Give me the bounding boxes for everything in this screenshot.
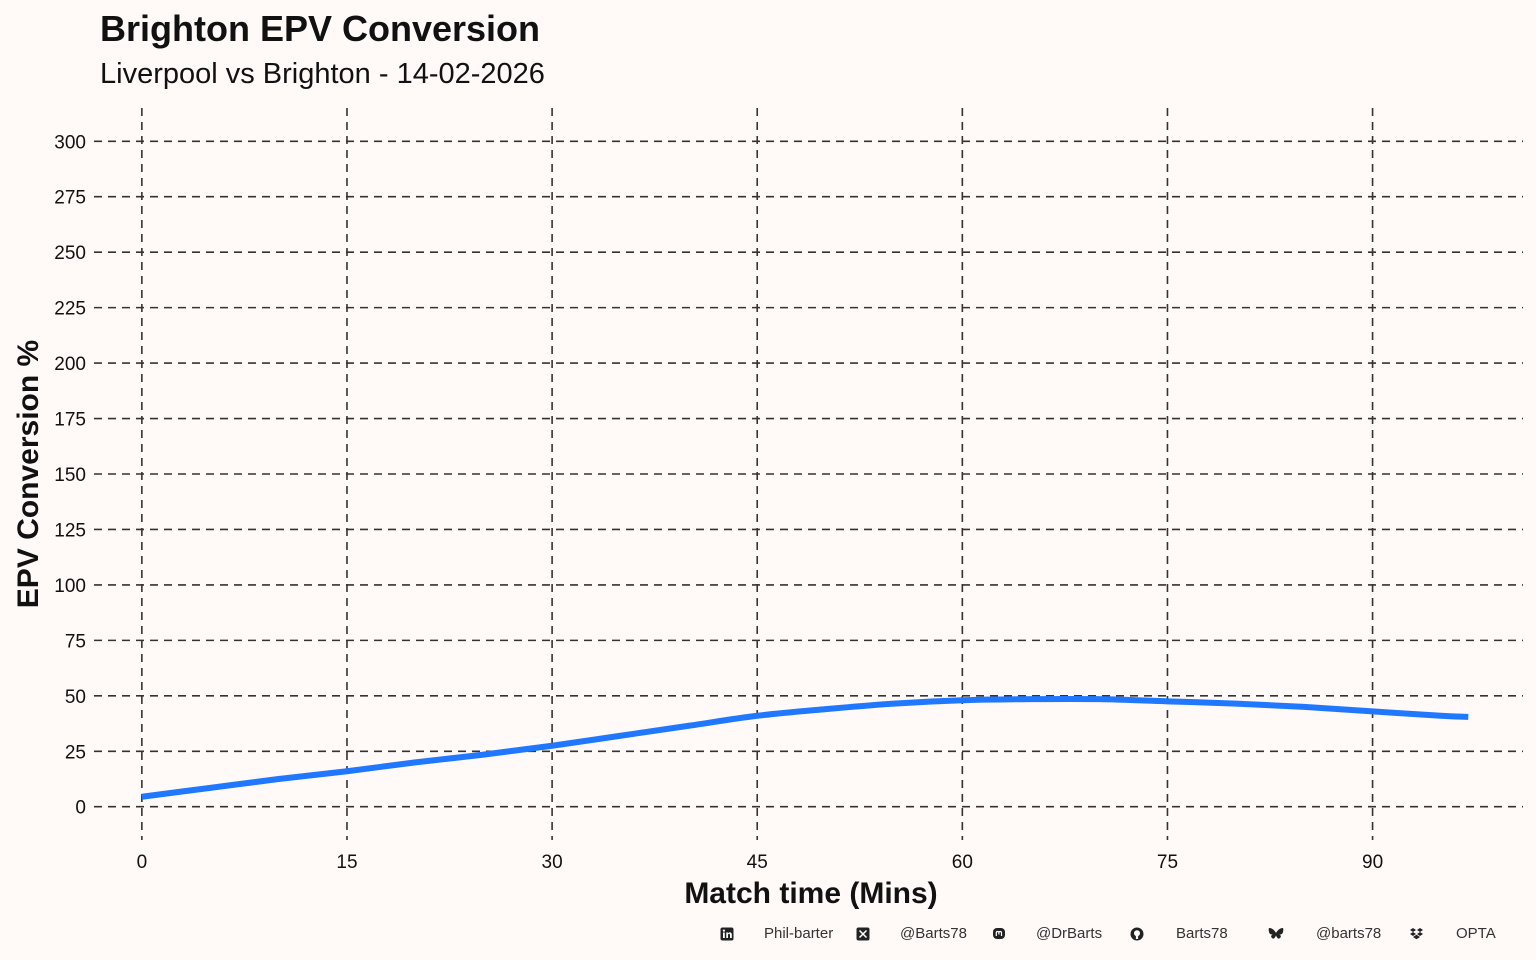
bluesky-icon [1268,927,1284,941]
y-tick-label: 50 [65,687,86,708]
x-tick-label: 75 [1157,852,1178,873]
bluesky-handle: @barts78 [1316,925,1382,942]
y-tick-label: 75 [65,631,86,652]
y-axis-ticks: 0 25 50 75 100 125 150 175 200 225 250 275 300 [54,132,86,818]
series-line [141,695,1469,800]
line-chart: 0 25 50 75 100 125 150 175 200 225 250 275 300 0 15 30… [12,108,1523,910]
y-tick-label: 125 [54,520,86,541]
dropbox-icon [1409,927,1423,941]
x-axis-title: Match time (Mins) [684,877,937,910]
y-tick-label: 100 [54,576,86,597]
y-tick-label: 225 [54,299,86,320]
grid-lines [94,108,1523,840]
chart-subtitle: Liverpool vs Brighton - 14-02-2026 [100,58,545,90]
linkedin-handle: Phil-barter [764,925,834,942]
y-tick-label: 175 [54,410,86,431]
y-tick-label: 200 [54,354,86,375]
y-tick-label: 250 [54,243,86,264]
y-tick-label: 150 [54,465,86,486]
series-layer [141,695,1469,800]
x-tick-label: 60 [952,852,973,873]
data-source: OPTA [1456,925,1496,942]
x-tick-label: 0 [137,852,148,873]
github-handle: Barts78 [1176,925,1228,942]
github-icon [1130,927,1144,941]
linkedin-icon [720,927,734,941]
x-tick-label: 15 [336,852,357,873]
x-tick-label: 30 [542,852,563,873]
y-axis-title: EPV Conversion % [12,340,45,608]
x-handle: @Barts78 [900,925,967,942]
y-tick-label: 0 [75,798,86,819]
x-tick-label: 90 [1362,852,1383,873]
y-tick-label: 275 [54,188,86,209]
x-axis-ticks: 0 15 30 45 60 75 90 [137,852,1384,873]
x-twitter-icon [856,927,870,941]
mastodon-icon [992,927,1006,941]
mastodon-handle: @DrBarts [1036,925,1103,942]
x-tick-label: 45 [747,852,768,873]
y-tick-label: 300 [54,132,86,153]
y-tick-label: 25 [65,742,86,763]
chart-title: Brighton EPV Conversion [100,8,541,49]
footer-credits: Phil-barter @Barts78 @DrBarts Barts78 @b… [0,925,1536,947]
